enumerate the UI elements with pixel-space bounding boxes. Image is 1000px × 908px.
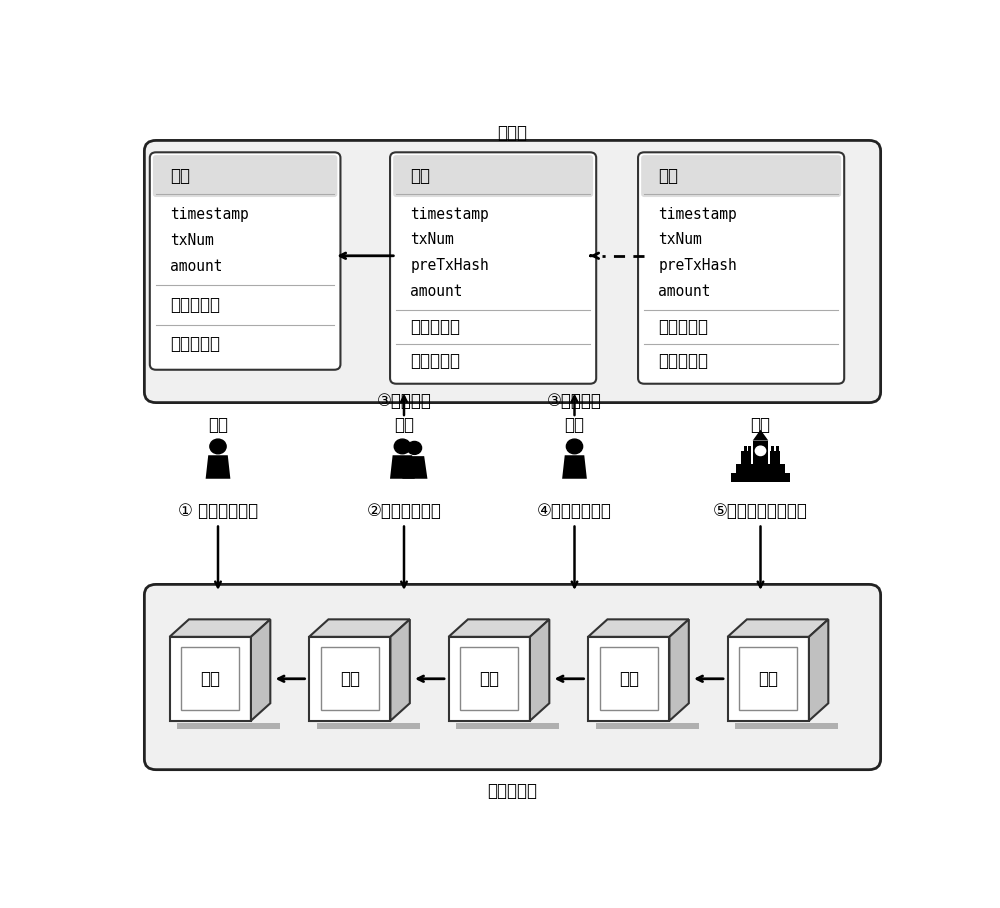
Text: ②报名参加拍卖: ②报名参加拍卖 [367,502,441,520]
Text: 碳交易系统: 碳交易系统 [488,782,538,800]
Text: 买家的签名: 买家的签名 [410,318,460,336]
Polygon shape [177,723,280,729]
Text: 交易: 交易 [658,167,678,185]
Polygon shape [402,456,427,479]
Text: timestamp: timestamp [410,207,489,222]
Circle shape [566,439,583,454]
Text: 卖家: 卖家 [564,416,584,434]
Polygon shape [309,619,410,637]
Polygon shape [728,619,828,637]
Text: ① 发布拍卖信息: ① 发布拍卖信息 [178,502,258,520]
Polygon shape [596,723,698,729]
Text: txNum: txNum [170,232,214,248]
FancyBboxPatch shape [390,153,596,384]
Polygon shape [206,455,230,479]
Polygon shape [728,637,809,721]
Text: 卖家的签名: 卖家的签名 [170,335,220,353]
Polygon shape [456,723,559,729]
Polygon shape [390,455,415,479]
FancyBboxPatch shape [150,153,340,370]
Text: timestamp: timestamp [658,207,737,222]
Polygon shape [449,637,530,721]
Polygon shape [390,619,410,721]
Text: 哈希链: 哈希链 [498,124,528,143]
Polygon shape [562,455,587,479]
Text: 交易: 交易 [410,167,430,185]
Text: 买家的签名: 买家的签名 [170,296,220,314]
Polygon shape [744,447,747,451]
Circle shape [755,446,766,456]
Text: txNum: txNum [658,232,702,248]
Circle shape [210,439,226,454]
Text: timestamp: timestamp [170,207,249,222]
Text: 交易: 交易 [170,167,190,185]
Text: preTxHash: preTxHash [410,258,489,273]
Polygon shape [809,619,828,721]
Text: 买家: 买家 [394,416,414,434]
FancyBboxPatch shape [144,585,881,770]
Polygon shape [170,619,270,637]
Text: txNum: txNum [410,232,454,248]
Text: 区块: 区块 [340,670,360,687]
Polygon shape [669,619,689,721]
Text: 卖家的签名: 卖家的签名 [410,352,460,370]
FancyBboxPatch shape [393,155,593,197]
Polygon shape [770,451,780,464]
Circle shape [394,439,411,454]
Polygon shape [317,723,420,729]
Text: ③参与拍卖: ③参与拍卖 [547,391,602,410]
FancyBboxPatch shape [153,155,337,197]
Polygon shape [251,619,270,721]
FancyBboxPatch shape [641,155,841,197]
Text: 买家的签名: 买家的签名 [658,318,708,336]
Text: preTxHash: preTxHash [658,258,737,273]
Polygon shape [309,637,390,721]
Polygon shape [735,723,838,729]
Polygon shape [748,447,751,451]
Polygon shape [753,429,768,440]
Polygon shape [741,451,751,464]
Polygon shape [736,464,785,473]
Text: 区块: 区块 [479,670,499,687]
Text: amount: amount [410,283,463,299]
Polygon shape [771,447,774,451]
Polygon shape [776,447,779,451]
Text: 区块: 区块 [758,670,778,687]
FancyBboxPatch shape [638,153,844,384]
Text: 区块: 区块 [619,670,639,687]
Polygon shape [753,440,768,464]
Text: 政府: 政府 [750,416,770,434]
Polygon shape [170,637,251,721]
Text: 卖家: 卖家 [208,416,228,434]
Text: 卖家的签名: 卖家的签名 [658,352,708,370]
Polygon shape [530,619,549,721]
Polygon shape [731,473,790,481]
Text: amount: amount [170,259,222,274]
Polygon shape [449,619,549,637]
Polygon shape [588,637,669,721]
Text: ④上传拍卖结果: ④上传拍卖结果 [537,502,612,520]
FancyBboxPatch shape [144,141,881,402]
Text: 区块: 区块 [200,670,220,687]
Text: amount: amount [658,283,711,299]
Circle shape [407,441,422,454]
Text: ⑤上传拍卖交付结果: ⑤上传拍卖交付结果 [713,502,808,520]
Text: ③参与拍卖: ③参与拍卖 [377,391,431,410]
Polygon shape [588,619,689,637]
